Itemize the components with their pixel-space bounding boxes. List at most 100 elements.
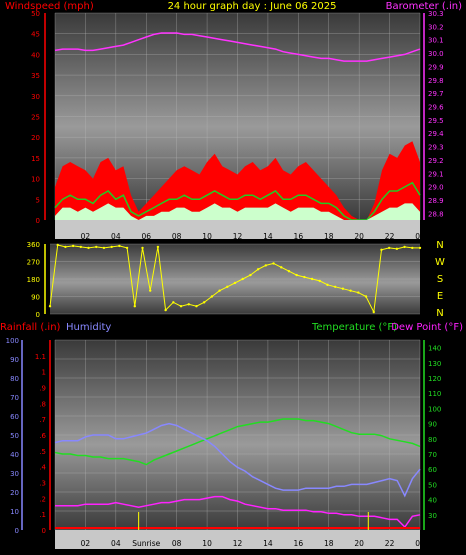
direction-point	[256, 268, 260, 271]
rain-tick-label: .6	[39, 432, 46, 440]
humidity-x-tick-label: 00	[415, 539, 425, 548]
baro-tick-label: 29.0	[428, 184, 444, 192]
humidity-x-tick-label: 18	[324, 539, 334, 548]
direction-point	[187, 303, 190, 306]
wind-x-tick-label: 22	[385, 232, 395, 241]
direction-point	[172, 301, 175, 304]
baro-tick-label: 29.8	[428, 77, 444, 85]
wind-area	[55, 203, 420, 220]
direction-point	[264, 264, 268, 267]
direction-point	[334, 285, 337, 288]
temp-tick-label: 30	[428, 512, 437, 520]
temp-tick-label: 90	[428, 421, 437, 429]
direction-point	[372, 310, 375, 314]
temp-tick-label: 130	[428, 360, 441, 368]
wind-tick-label: 20	[31, 134, 40, 142]
humidity-tick-label: 40	[10, 451, 19, 459]
rain-tick-label: .4	[39, 464, 46, 472]
direction-point	[156, 245, 160, 249]
humidity-tick-label: 80	[10, 375, 19, 383]
direction-point	[295, 273, 298, 277]
wind-x-tick-label: 02	[81, 232, 91, 241]
humidity-tick-label: 0	[15, 527, 19, 535]
direction-point	[125, 246, 129, 250]
humidity-tick-label: 10	[10, 508, 19, 516]
humidity-x-axis-band	[55, 530, 420, 549]
direction-point	[102, 246, 106, 250]
humidity-x-ticks: 02 04 Sunrise 08 10 12 14 16 18 20 22 00	[81, 539, 425, 548]
direction-point	[164, 308, 167, 312]
wind-x-tick-label: 10	[202, 232, 212, 241]
wind-tick-label: 25	[31, 114, 40, 122]
dewpoint-axis-label: Dew Point (°F)	[391, 322, 463, 333]
direction-point	[280, 266, 283, 269]
humidity-x-tick-label: 14	[263, 539, 273, 548]
rain-tick-label: 0	[42, 527, 46, 535]
barometer-line	[54, 32, 421, 62]
humidity-x-tick-label: 20	[354, 539, 364, 548]
baro-y-ticks: 28.8 28.9 29.0 29.1 29.2 29.3 29.4 29.5 29.6 29.7…	[423, 10, 444, 220]
baro-tick-label: 30.0	[428, 50, 444, 58]
wind-y-ticks: 0 5 10 15 20 25 30 35 40 45 50	[31, 10, 46, 225]
wind-tick-label: 40	[31, 51, 40, 59]
wind-tick-label: 5	[36, 196, 40, 204]
wind-tick-label: 0	[36, 217, 40, 225]
wind-x-tick-label: 08	[172, 232, 182, 241]
wind-tick-label: 45	[31, 31, 40, 39]
direction-point	[141, 246, 144, 250]
direction-point	[87, 246, 90, 250]
humidity-x-tick-label: 12	[233, 539, 243, 548]
gust-area	[55, 141, 420, 220]
baro-tick-label: 29.9	[428, 63, 444, 71]
direction-grid	[50, 243, 420, 315]
temp-y-ticks: 30 40 50 60 70 80 90 100 110 120 130 140	[423, 340, 441, 530]
rain-tick-label: .8	[39, 400, 46, 408]
direction-point	[349, 289, 352, 292]
direction-point	[364, 295, 368, 298]
direction-point	[56, 243, 59, 247]
temp-axis-label: Temperature (°F)	[311, 322, 397, 333]
direction-point	[272, 262, 275, 265]
temp-tick-label: 70	[428, 451, 437, 459]
baro-tick-label: 30.2	[428, 23, 444, 31]
baro-tick-label: 29.7	[428, 90, 444, 98]
rain-humidity-y-ticks: 0 .1 .2 .3 .4 .5 .6 .7 .8 .9 1 1.1 0 10 20 30 40 50 60 70 80…	[6, 337, 51, 535]
wind-tick-label: 10	[31, 176, 40, 184]
humidity-x-tick-label: Sunrise	[132, 539, 160, 548]
direction-point	[226, 285, 229, 288]
direction-point	[210, 295, 214, 298]
humidity-x-tick-label: 16	[294, 539, 304, 548]
wind-x-tick-label: 12	[233, 232, 243, 241]
direction-point	[310, 277, 314, 281]
rain-tick-label: 1	[42, 369, 46, 377]
direction-point	[287, 270, 291, 273]
direction-point	[326, 283, 329, 287]
direction-tick-label: 180	[27, 276, 40, 284]
rain-axis-label: Rainfall (.in)	[0, 322, 61, 333]
wind-x-tick-label: 04	[111, 232, 121, 241]
dewpoint-line	[55, 495, 421, 529]
direction-point	[357, 291, 360, 294]
direction-point	[195, 305, 198, 308]
direction-tick-label: 360	[27, 241, 40, 249]
direction-point	[418, 246, 422, 250]
baro-tick-label: 29.2	[428, 157, 444, 165]
direction-point	[71, 244, 75, 248]
rain-tick-label: .9	[39, 385, 46, 393]
wind-x-axis-band	[55, 220, 420, 239]
direction-y-ticks: 0 90 180 270 360	[27, 241, 46, 319]
direction-point	[79, 245, 83, 249]
direction-tick-label: 90	[31, 294, 40, 302]
rain-tick-label: .7	[39, 416, 46, 424]
direction-tick-label: 0	[36, 311, 40, 319]
direction-point	[341, 287, 345, 290]
wind-axis-label: Windspeed (mph)	[5, 1, 94, 12]
compass-label: W	[435, 257, 445, 268]
direction-point	[395, 247, 399, 251]
compass-label: E	[437, 291, 443, 302]
temp-tick-label: 140	[428, 345, 441, 353]
wind-tick-label: 50	[31, 10, 40, 18]
direction-tick-label: 270	[27, 259, 40, 267]
direction-point	[118, 244, 121, 248]
